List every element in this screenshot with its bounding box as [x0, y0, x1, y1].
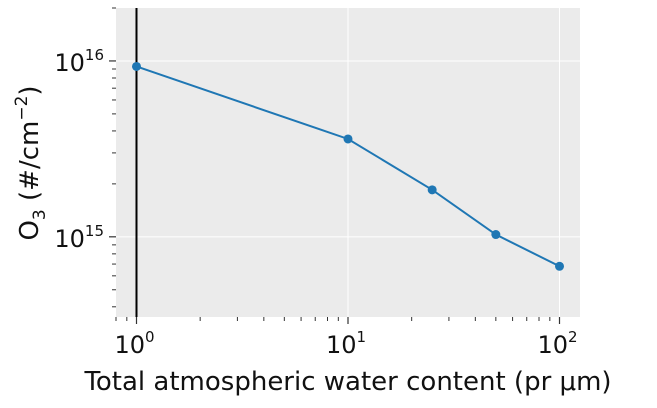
minor-ticks	[109, 7, 561, 324]
x-axis-label: Total atmospheric water content (pr μm)	[83, 367, 611, 397]
y-tick-label: 1015	[54, 222, 104, 253]
x-tick-label: 102	[537, 328, 577, 359]
x-tick-labels: 100 101 102	[114, 328, 577, 359]
y-tick-label: 1016	[54, 46, 104, 77]
y-axis-label-rest: (#/cm	[15, 121, 45, 210]
data-point	[343, 134, 353, 144]
y-tick-label-exponent: 15	[85, 222, 104, 240]
series-group	[131, 61, 565, 271]
data-point	[555, 261, 565, 271]
x-tick-label-exponent: 2	[568, 328, 578, 346]
y-axis-label: O3 (#/cm−2)	[12, 85, 50, 240]
y-axis-label-superscript: −2	[12, 96, 32, 121]
y-tick-label-base: 10	[54, 49, 85, 77]
y-tick-label-base: 10	[54, 225, 85, 253]
data-point	[131, 61, 141, 71]
x-tick-label-base: 10	[114, 331, 145, 359]
x-tick-label: 101	[326, 328, 366, 359]
y-axis-label-main: O	[15, 220, 45, 240]
y-axis-label-subscript: 3	[30, 209, 50, 220]
data-point	[491, 230, 501, 240]
x-tick-label-exponent: 0	[145, 328, 155, 346]
y-axis-label-close: )	[15, 85, 45, 95]
x-tick-label-exponent: 1	[357, 328, 367, 346]
data-point	[427, 185, 437, 195]
x-tick-label-base: 10	[537, 331, 568, 359]
x-tick-label-base: 10	[326, 331, 357, 359]
x-tick-label: 100	[114, 328, 154, 359]
y-tick-label-exponent: 16	[85, 46, 104, 64]
